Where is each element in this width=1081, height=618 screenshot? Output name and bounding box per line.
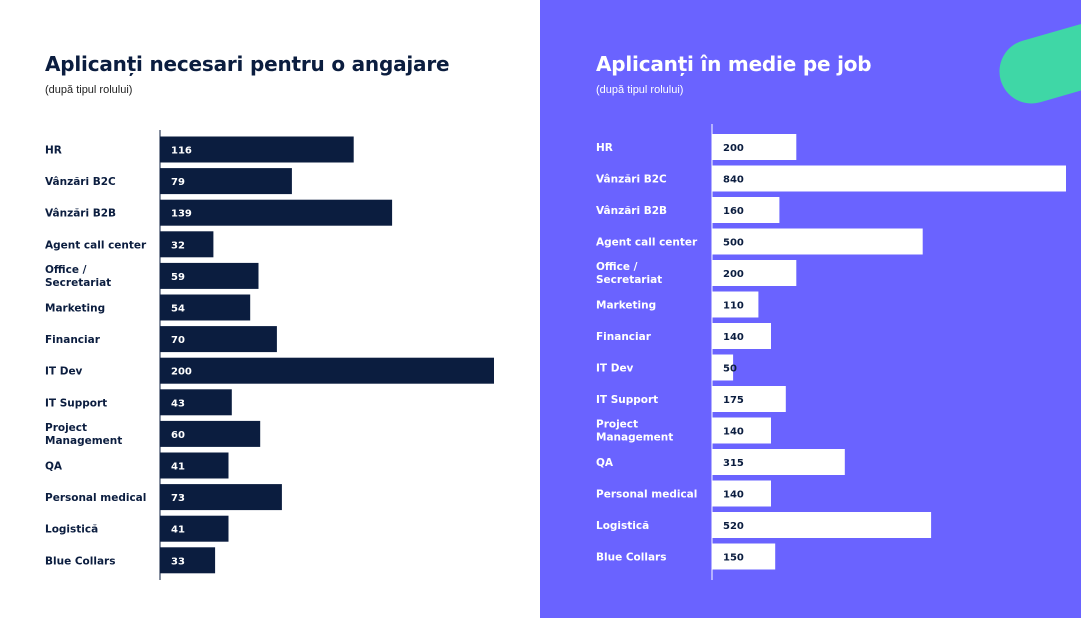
left-chart-panel: Aplicanți necesari pentru o angajare (du… <box>0 0 540 618</box>
value-label-qa: 315 <box>723 458 744 469</box>
value-label-project-management: 140 <box>723 427 744 438</box>
value-label-logistica: 520 <box>723 521 744 532</box>
category-label-vanzari-b2b: Vânzări B2B <box>596 205 667 217</box>
category-label-it-dev: IT Dev <box>45 366 83 378</box>
value-label-financiar: 70 <box>171 335 185 346</box>
value-label-vanzari-b2c: 840 <box>723 175 744 186</box>
value-label-vanzari-b2c: 79 <box>171 177 185 188</box>
category-label-project-management: Project Management <box>596 419 673 444</box>
category-label-logistica: Logistică <box>596 520 649 532</box>
bar-it-dev <box>712 354 734 381</box>
category-label-vanzari-b2b: Vânzări B2B <box>45 208 116 220</box>
category-label-it-support: IT Support <box>596 394 658 406</box>
category-label-vanzari-b2c: Vânzări B2C <box>45 176 116 188</box>
bar-marketing <box>160 294 251 321</box>
category-label-personal-medical: Personal medical <box>596 489 697 501</box>
bar-hr <box>712 134 797 160</box>
right-chart-panel: Aplicanți în medie pe job (după tipul ro… <box>540 0 1081 618</box>
bar-it-support <box>712 386 786 412</box>
category-label-agent-call-center: Agent call center <box>596 237 698 249</box>
category-label-financiar: Financiar <box>45 334 101 346</box>
bar-office-secretariat <box>712 260 797 286</box>
value-label-qa: 41 <box>171 462 185 473</box>
right-chart-title: Aplicanți în medie pe job <box>596 52 872 76</box>
category-label-marketing: Marketing <box>45 303 105 315</box>
value-label-vanzari-b2b: 139 <box>171 209 192 220</box>
value-label-it-support: 175 <box>723 395 744 406</box>
right-bar-chart: 200 HR 840 Vânzări B2C 160 Vânzări B2B 500 Agen… <box>596 124 1066 580</box>
value-label-financiar: 140 <box>723 332 744 343</box>
value-label-blue-collars: 150 <box>723 553 744 564</box>
bar-project-management <box>712 417 771 444</box>
value-label-office-secretariat: 59 <box>171 272 185 283</box>
bar-financiar <box>160 326 277 353</box>
bar-office-secretariat <box>160 262 259 289</box>
bar-financiar <box>712 323 771 349</box>
bar-it-dev <box>160 357 494 384</box>
category-label-hr: HR <box>596 142 613 154</box>
value-label-project-management: 60 <box>171 430 185 441</box>
bar-agent-call-center <box>712 228 923 255</box>
bar-vanzari-b2c <box>712 165 1066 192</box>
value-label-it-dev: 200 <box>171 367 192 378</box>
category-label-qa: QA <box>45 461 63 473</box>
value-label-office-secretariat: 200 <box>723 269 744 280</box>
value-label-agent-call-center: 500 <box>723 238 744 249</box>
bar-qa <box>160 452 229 479</box>
category-label-financiar: Financiar <box>596 331 652 343</box>
value-label-hr: 200 <box>723 143 744 154</box>
category-label-project-management: Project Management <box>45 422 122 447</box>
category-label-it-support: IT Support <box>45 397 107 409</box>
value-label-agent-call-center: 32 <box>171 240 185 251</box>
category-label-vanzari-b2c: Vânzări B2C <box>596 174 667 186</box>
bar-blue-collars <box>712 543 776 570</box>
bar-project-management <box>160 420 261 447</box>
category-label-personal-medical: Personal medical <box>45 492 146 504</box>
left-bar-chart: 116 HR 79 Vânzări B2C 139 Vânzări B2B 32 Agent … <box>45 130 494 580</box>
left-chart-subtitle: (după tipul rolului) <box>45 84 133 96</box>
category-label-hr: HR <box>45 145 62 157</box>
value-label-personal-medical: 140 <box>723 490 744 501</box>
category-label-it-dev: IT Dev <box>596 363 634 375</box>
bar-hr <box>160 136 354 163</box>
bar-agent-call-center <box>160 231 214 258</box>
bar-logistica <box>160 515 229 542</box>
bar-logistica <box>712 512 932 538</box>
category-label-agent-call-center: Agent call center <box>45 239 147 251</box>
value-label-it-support: 43 <box>171 398 185 409</box>
bar-it-support <box>160 389 232 416</box>
value-label-logistica: 41 <box>171 525 185 536</box>
category-label-blue-collars: Blue Collars <box>45 555 116 567</box>
category-label-qa: QA <box>596 457 614 469</box>
category-label-blue-collars: Blue Collars <box>596 552 667 564</box>
bar-vanzari-b2b <box>712 197 780 223</box>
value-label-blue-collars: 33 <box>171 556 185 567</box>
value-label-it-dev: 50 <box>723 364 737 375</box>
bar-personal-medical <box>712 480 771 507</box>
bar-vanzari-b2b <box>160 199 393 226</box>
category-label-logistica: Logistică <box>45 524 98 536</box>
value-label-hr: 116 <box>171 146 192 157</box>
bar-vanzari-b2c <box>160 168 292 195</box>
value-label-marketing: 110 <box>723 301 744 312</box>
bar-qa <box>712 449 845 475</box>
category-label-marketing: Marketing <box>596 300 656 312</box>
left-chart-title: Aplicanți necesari pentru o angajare <box>45 52 450 76</box>
right-chart-subtitle: (după tipul rolului) <box>596 84 684 96</box>
category-label-office-secretariat: Office / Secretariat <box>45 264 111 289</box>
bar-personal-medical <box>160 484 282 511</box>
value-label-personal-medical: 73 <box>171 493 185 504</box>
decorative-pill-shape <box>999 18 1081 104</box>
value-label-marketing: 54 <box>171 304 185 315</box>
category-label-office-secretariat: Office / Secretariat <box>596 261 662 286</box>
bar-blue-collars <box>160 547 216 574</box>
bar-marketing <box>712 291 759 318</box>
value-label-vanzari-b2b: 160 <box>723 206 744 217</box>
